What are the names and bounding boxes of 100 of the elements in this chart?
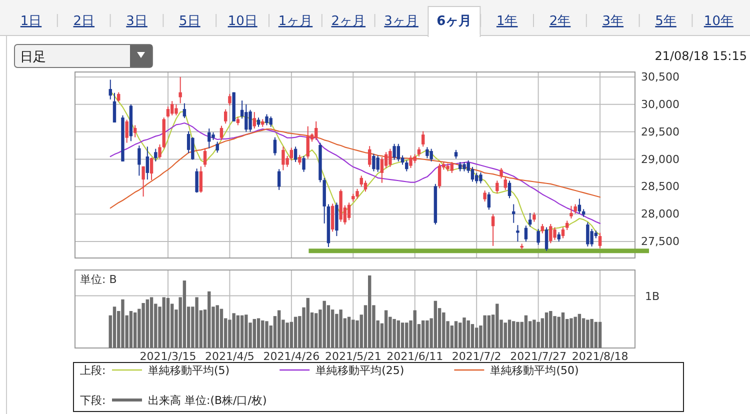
candlestick — [462, 161, 466, 172]
bar — [232, 313, 236, 348]
bar — [384, 310, 388, 348]
text: 日足 — [20, 50, 46, 65]
candlestick — [178, 76, 182, 104]
y-tick-label: 29,000 — [641, 152, 680, 166]
candlestick — [508, 180, 512, 199]
bar — [561, 312, 565, 348]
candlestick — [191, 136, 194, 160]
candlestick — [496, 180, 499, 194]
bar — [244, 314, 248, 348]
candlestick — [252, 112, 256, 130]
candlestick — [125, 119, 128, 144]
bar — [208, 291, 211, 348]
candlestick — [220, 125, 224, 141]
candlestick — [598, 232, 602, 249]
bar — [306, 298, 310, 348]
bar — [261, 320, 264, 348]
candlestick — [487, 192, 491, 210]
candlestick — [314, 120, 318, 141]
x-tick-label: 2021/4/5 — [205, 350, 254, 363]
candlestick — [528, 212, 532, 228]
candlestick — [536, 228, 540, 246]
bar — [496, 304, 499, 348]
candlestick — [195, 168, 198, 194]
text: 10日 — [228, 14, 258, 29]
bar — [166, 298, 170, 348]
candlestick — [504, 176, 507, 190]
bar — [421, 320, 425, 348]
bar — [434, 300, 438, 348]
bar — [347, 316, 351, 348]
candlestick — [244, 104, 248, 132]
candlestick — [384, 152, 388, 169]
bar — [133, 312, 137, 348]
bar — [598, 322, 602, 348]
bar — [405, 322, 408, 348]
bar — [508, 320, 512, 348]
bar — [483, 315, 486, 348]
text: 21/08/18 15:15 — [654, 49, 747, 63]
candlestick — [430, 148, 433, 162]
bar — [162, 297, 166, 348]
bar — [578, 314, 582, 348]
text: 1日 — [20, 14, 42, 29]
candlestick — [228, 93, 232, 106]
candlestick — [294, 146, 298, 162]
bar — [265, 321, 268, 348]
bar — [532, 320, 536, 348]
candlestick — [372, 153, 376, 172]
candlestick — [578, 198, 582, 214]
bar — [286, 322, 289, 348]
bar — [129, 310, 133, 348]
bar — [400, 322, 404, 348]
y-tick-label: 28,500 — [641, 180, 680, 194]
bar — [326, 305, 330, 348]
candlestick — [549, 223, 552, 244]
text: 2日 — [73, 14, 95, 29]
bar — [442, 312, 446, 348]
candlestick — [216, 141, 219, 154]
bar — [570, 318, 573, 348]
bar — [277, 310, 281, 348]
y-tick-label: 30,000 — [641, 98, 680, 111]
text: 2年 — [549, 14, 571, 29]
candlestick — [108, 79, 112, 100]
bar — [504, 322, 507, 348]
legend-label: 出来高 単位:(B株/口/枚) — [148, 394, 267, 407]
bar — [516, 322, 520, 348]
candlestick — [544, 226, 548, 252]
candlestick — [557, 232, 560, 242]
bar — [426, 320, 429, 348]
bar — [466, 320, 470, 348]
text: 3ヶ月 — [384, 14, 418, 29]
bar — [121, 299, 124, 348]
candlestick — [409, 154, 412, 169]
candlestick — [150, 157, 154, 181]
bar — [150, 297, 154, 348]
y-tick-label: 29,500 — [641, 125, 680, 138]
text: 6ヶ月 — [436, 14, 472, 29]
bar — [487, 315, 491, 348]
candlestick — [330, 203, 334, 232]
bar — [182, 280, 186, 348]
candlestick — [306, 126, 310, 160]
candlestick — [347, 202, 351, 221]
bar — [256, 318, 260, 348]
candlestick — [166, 106, 170, 118]
candlestick — [199, 166, 203, 194]
candlestick — [421, 130, 425, 148]
bar — [536, 322, 540, 348]
ref-line-label: 1B — [645, 290, 660, 303]
legend-title: 下段: — [80, 394, 106, 407]
bar — [322, 300, 326, 348]
candlestick — [277, 168, 281, 190]
candlestick — [450, 161, 454, 174]
candlestick — [483, 190, 486, 202]
bar — [524, 315, 528, 348]
candlestick — [133, 124, 137, 138]
bar — [146, 299, 150, 348]
bar — [252, 318, 256, 348]
x-tick-label: 2021/7/27 — [510, 350, 567, 363]
candlestick — [224, 108, 228, 124]
candlestick — [146, 146, 150, 180]
